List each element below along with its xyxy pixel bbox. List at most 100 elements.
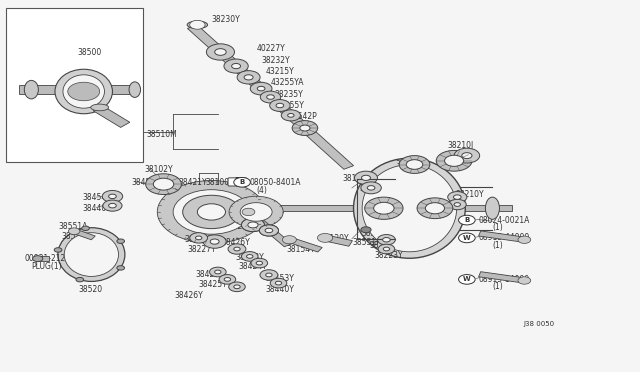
Circle shape [454,148,479,163]
Circle shape [300,125,310,131]
Circle shape [189,233,207,243]
Circle shape [251,258,268,268]
Circle shape [317,234,333,242]
Circle shape [257,86,265,91]
Circle shape [248,222,258,228]
Text: 38223Y: 38223Y [374,251,403,260]
Circle shape [378,244,395,254]
Circle shape [383,237,390,242]
Ellipse shape [24,80,38,99]
Circle shape [237,71,260,84]
Circle shape [362,175,371,180]
Text: 38232Y: 38232Y [261,56,290,65]
Text: 38510A: 38510A [224,198,253,207]
Circle shape [436,150,472,171]
Circle shape [259,225,278,236]
Polygon shape [287,237,322,252]
Circle shape [232,64,241,69]
Text: 38100Y: 38100Y [205,178,234,187]
Circle shape [109,194,116,199]
Circle shape [281,110,300,121]
Ellipse shape [91,104,109,111]
Circle shape [234,177,250,187]
Circle shape [54,248,62,252]
Circle shape [518,277,531,284]
Circle shape [117,239,125,243]
Text: 38453Y: 38453Y [266,274,294,283]
Circle shape [282,235,296,244]
Circle shape [82,226,90,231]
Text: 38423Y: 38423Y [236,253,264,262]
Circle shape [459,233,475,243]
Circle shape [146,174,181,195]
Ellipse shape [55,69,113,114]
Text: W: W [463,235,471,241]
Circle shape [68,228,80,235]
Circle shape [365,197,403,219]
Text: 38427J: 38427J [218,214,244,223]
Circle shape [287,113,294,117]
Text: 43215Y: 43215Y [266,67,294,76]
Text: 38551A: 38551A [58,221,88,231]
Circle shape [265,228,273,233]
Text: 38551F: 38551F [352,238,380,247]
Circle shape [269,100,290,112]
Text: 38154Y: 38154Y [287,244,316,253]
Circle shape [229,196,284,228]
Circle shape [203,235,226,248]
Circle shape [260,270,278,280]
Text: 38421Y: 38421Y [178,178,207,187]
FancyBboxPatch shape [228,178,246,186]
Text: 38500: 38500 [77,48,102,57]
Text: 40227Y: 40227Y [256,44,285,53]
Circle shape [234,247,240,251]
Circle shape [76,278,84,282]
Text: 38210J: 38210J [448,141,474,150]
Circle shape [103,200,122,211]
Circle shape [367,186,375,190]
Circle shape [459,215,475,225]
Circle shape [33,256,43,262]
Ellipse shape [353,158,465,258]
Bar [6,8,143,162]
Text: 38120Y: 38120Y [320,234,349,243]
Text: 38140Y: 38140Y [396,160,424,169]
Circle shape [241,218,264,232]
Circle shape [426,203,445,214]
Circle shape [259,225,278,236]
Text: 38426Y: 38426Y [174,291,203,300]
Polygon shape [19,85,135,94]
Text: 38220Y: 38220Y [370,241,399,250]
Text: 38165Y: 38165Y [360,185,388,193]
Text: W: W [463,276,471,282]
Text: 38423YA: 38423YA [186,206,220,215]
Polygon shape [323,235,353,246]
Circle shape [109,203,116,208]
Text: (1): (1) [492,223,503,232]
Polygon shape [244,211,292,247]
Text: 38551: 38551 [61,231,86,241]
Circle shape [209,267,226,277]
Circle shape [234,285,240,289]
Text: 38425Y: 38425Y [198,280,227,289]
Text: J38 0050: J38 0050 [523,321,554,327]
Circle shape [173,190,250,234]
Circle shape [241,218,264,232]
Circle shape [518,236,531,243]
Text: 38102Y: 38102Y [145,165,173,174]
Text: 38542N: 38542N [362,229,392,238]
Text: 38235Y: 38235Y [274,90,303,99]
Text: 38453Y: 38453Y [132,178,161,187]
Circle shape [228,244,246,254]
Ellipse shape [129,82,141,97]
Text: 38125Y: 38125Y [342,174,371,183]
Circle shape [260,91,281,103]
Circle shape [68,82,100,101]
Circle shape [383,247,390,251]
Polygon shape [72,229,95,240]
Circle shape [219,275,236,284]
Text: 43255YA: 43255YA [270,78,304,87]
Circle shape [361,182,381,194]
Text: 38427Y: 38427Y [195,270,224,279]
Text: 38454Y: 38454Y [83,193,111,202]
